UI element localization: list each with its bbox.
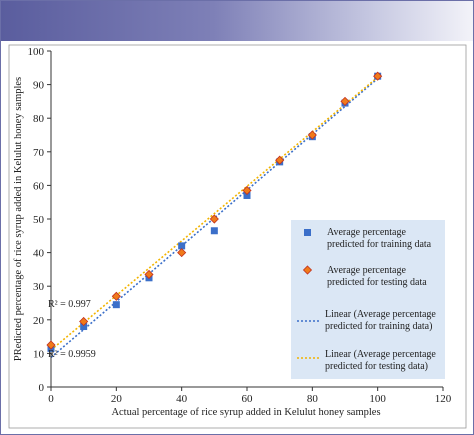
x-tick-label: 0 [48, 393, 54, 405]
x-tick-label: 120 [435, 393, 452, 405]
y-tick-label: 20 [33, 315, 45, 327]
legend-training-label-line2: predicted for training data [327, 239, 432, 250]
axes-group: 0 20 40 60 80 100 120 0 10 20 30 40 50 60 70 80 90 100 [28, 46, 452, 405]
legend: Average percentage predicted for trainin… [291, 220, 445, 379]
testing-point [209, 214, 219, 224]
trendline-testing [50, 76, 379, 351]
y-tick-label: 100 [28, 46, 45, 58]
y-tick-label: 70 [33, 147, 45, 159]
data-points-group [46, 71, 383, 352]
testing-point [144, 269, 154, 280]
x-tick-label: 80 [307, 393, 319, 405]
x-tick-label: 100 [369, 393, 386, 405]
x-tick-label: 60 [242, 393, 254, 405]
y-tick-label: 50 [33, 214, 45, 226]
r2-annotation-training: R² = 0.997 [48, 299, 91, 310]
training-point [178, 242, 186, 250]
y-tick-label: 10 [33, 348, 45, 360]
legend-training-trend-label-line1: Linear (Average percentage [325, 309, 436, 320]
training-point [80, 323, 88, 331]
y-tick-label: 60 [33, 180, 45, 192]
testing-point [177, 248, 187, 258]
testing-point [242, 185, 252, 196]
x-tick-label: 20 [111, 393, 123, 405]
trendline-group [50, 76, 379, 359]
header-band [1, 1, 473, 41]
testing-point [340, 96, 350, 106]
training-point [243, 191, 251, 199]
trendline-training [50, 77, 379, 359]
r2-annotation-testing: R² = 0.9959 [48, 349, 96, 360]
y-tick-label: 80 [33, 113, 45, 125]
testing-point [111, 291, 121, 301]
legend-testing-label-line1: Average percentage [327, 265, 406, 276]
testing-point [46, 340, 56, 350]
legend-testing-trend-label-line2: predicted for testing data) [325, 361, 428, 372]
legend-testing-label-line2: predicted for testing data [327, 277, 427, 288]
training-point [210, 227, 218, 235]
legend-training-trend-label-line2: predicted for training data) [325, 321, 432, 332]
legend-training-marker [304, 229, 311, 236]
legend-training-label-line1: Average percentage [327, 227, 406, 238]
testing-point [373, 71, 383, 81]
legend-testing-trend-label-line1: Linear (Average percentage [325, 349, 436, 360]
testing-point [275, 155, 285, 165]
testing-point [307, 130, 317, 140]
legend-testing-marker [302, 265, 313, 275]
testing-point [79, 316, 89, 327]
x-tick-label: 40 [176, 393, 188, 405]
y-tick-label: 0 [39, 382, 45, 394]
y-axis-label: PRedicted percentage of rice syrup added… [13, 77, 24, 361]
legend-box [291, 220, 445, 379]
y-tick-label: 40 [33, 248, 45, 260]
y-tick-label: 30 [33, 281, 45, 293]
x-axis-label: Actual percentage of rice syrup added in… [111, 407, 380, 418]
training-point [112, 301, 120, 309]
y-tick-label: 90 [33, 80, 45, 92]
